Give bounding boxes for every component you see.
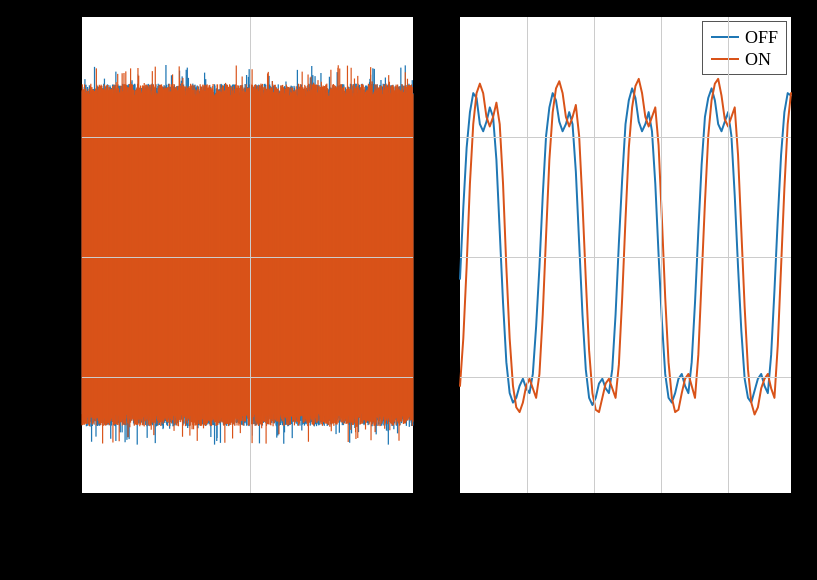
- legend-item-on: ON: [711, 48, 778, 70]
- chart-container: OFFON y/h Time [s] Time [s] 050100-1-0.5…: [0, 0, 817, 580]
- legend-label: OFF: [745, 27, 778, 48]
- x-tick-label: 50: [239, 501, 257, 522]
- x-tick-label: 0: [454, 501, 463, 522]
- legend-item-off: OFF: [711, 26, 778, 48]
- left-x-axis-label: Time [s]: [214, 527, 282, 550]
- y-tick-label: -0.5: [44, 365, 73, 386]
- legend: OFFON: [702, 21, 787, 75]
- legend-swatch-icon: [711, 36, 739, 38]
- y-tick-label: 0.5: [50, 125, 73, 146]
- x-tick-label: 100: [402, 501, 429, 522]
- y-tick-label: 0: [63, 245, 72, 266]
- x-tick-label: 0.2: [581, 501, 604, 522]
- right-x-axis-label: Time [s]: [592, 527, 660, 550]
- x-tick-label: 0.1: [514, 501, 537, 522]
- left-panel: [80, 15, 415, 495]
- y-tick-label: -1: [57, 485, 72, 506]
- legend-swatch-icon: [711, 58, 739, 60]
- x-tick-label: 0.3: [648, 501, 671, 522]
- x-tick-label: 0: [76, 501, 85, 522]
- left-plot-svg: [82, 17, 413, 493]
- legend-label: ON: [745, 49, 771, 70]
- right-plot-svg: [460, 17, 791, 493]
- x-tick-label: 0.5: [782, 501, 805, 522]
- left-y-axis-label: y/h: [14, 254, 37, 280]
- y-tick-label: 1: [63, 5, 72, 26]
- right-panel: OFFON: [458, 15, 793, 495]
- x-tick-label: 0.4: [715, 501, 738, 522]
